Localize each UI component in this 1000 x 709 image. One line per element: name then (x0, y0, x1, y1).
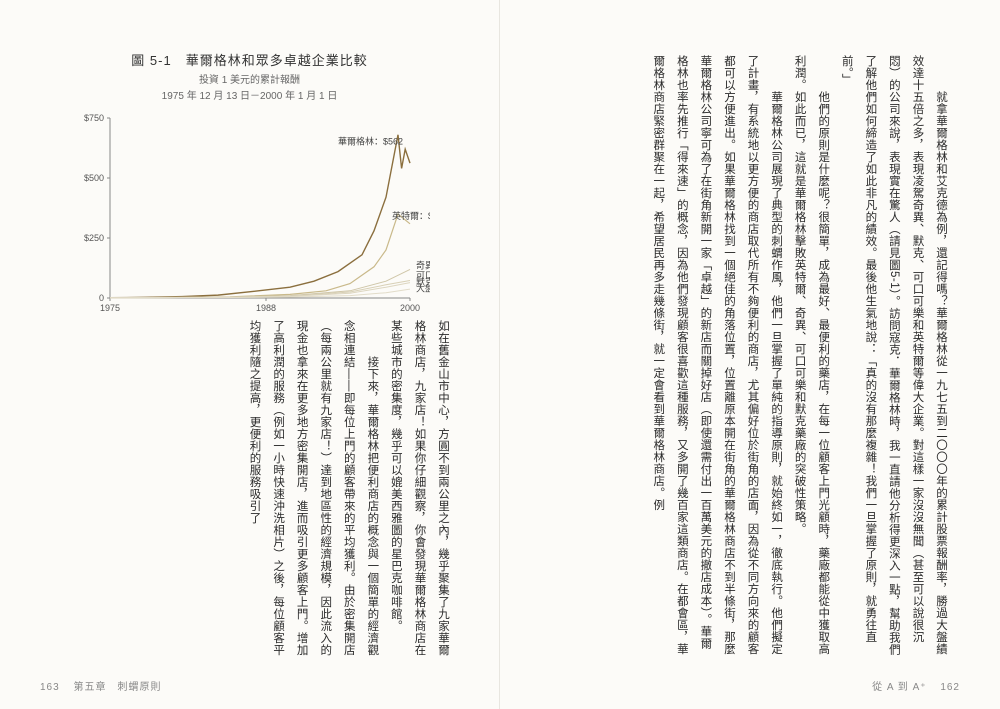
left-chapter-label: 第五章 刺蝟原則 (73, 682, 161, 693)
svg-text:$750: $750 (83, 113, 103, 123)
footer-left: 163 第五章 刺蝟原則 (40, 678, 161, 693)
right-page-text: 就拿華爾格林和艾克德為例，還記得嗎？華爾格林從一九七五到二〇〇〇年的累計股票報酬… (646, 55, 952, 659)
chart-svg: 0 $250 $500 $750 1975 1988 2000 華爾格林：$562 英特爾：$3… (70, 108, 430, 328)
right-book-label: 從 A 到 A⁺ (872, 682, 926, 693)
right-page-number: 162 (940, 682, 960, 693)
svg-text:$500: $500 (83, 173, 103, 183)
chart-subtitle-1: 投資 1 美元的累計報酬 (70, 71, 430, 86)
left-page-body: 如在舊金山市中心，方圓不到兩公里之內，幾乎聚集了九家華爾格林商店，九家店！如果你… (44, 320, 454, 659)
left-page: 圖 5-1 華爾格林和眾多卓越企業比較 投資 1 美元的累計報酬 1975 年 … (0, 0, 500, 709)
svg-text:0: 0 (98, 293, 103, 303)
svg-text:華爾格林：$562: 華爾格林：$562 (338, 135, 403, 146)
left-page-number: 163 (40, 682, 60, 693)
svg-text:大盤表現：$37: 大盤表現：$37 (416, 282, 430, 293)
left-page-text: 如在舊金山市中心，方圓不到兩公里之內，幾乎聚集了九家華爾格林商店，九家店！如果你… (242, 320, 454, 659)
svg-text:1988: 1988 (255, 303, 275, 313)
chart-subtitle-2: 1975 年 12 月 13 日－2000 年 1 月 1 日 (70, 87, 430, 102)
footer-right: 從 A 到 A⁺ 162 (872, 678, 960, 693)
chart-block: 圖 5-1 華爾格林和眾多卓越企業比較 投資 1 美元的累計報酬 1975 年 … (70, 50, 430, 328)
svg-text:2000: 2000 (399, 303, 419, 313)
chart-title: 圖 5-1 華爾格林和眾多卓越企業比較 (70, 50, 430, 69)
svg-text:英特爾：$309: 英特爾：$309 (392, 210, 430, 221)
right-page-body: 就拿華爾格林和艾克德為例，還記得嗎？華爾格林從一九七五到二〇〇〇年的累計股票報酬… (646, 55, 952, 659)
right-page: 就拿華爾格林和艾克德為例，還記得嗎？華爾格林從一九七五到二〇〇〇年的累計股票報酬… (500, 0, 1000, 709)
svg-text:$250: $250 (83, 233, 103, 243)
svg-text:奇異：$119: 奇異：$119 (416, 259, 430, 270)
svg-text:1975: 1975 (99, 303, 119, 313)
